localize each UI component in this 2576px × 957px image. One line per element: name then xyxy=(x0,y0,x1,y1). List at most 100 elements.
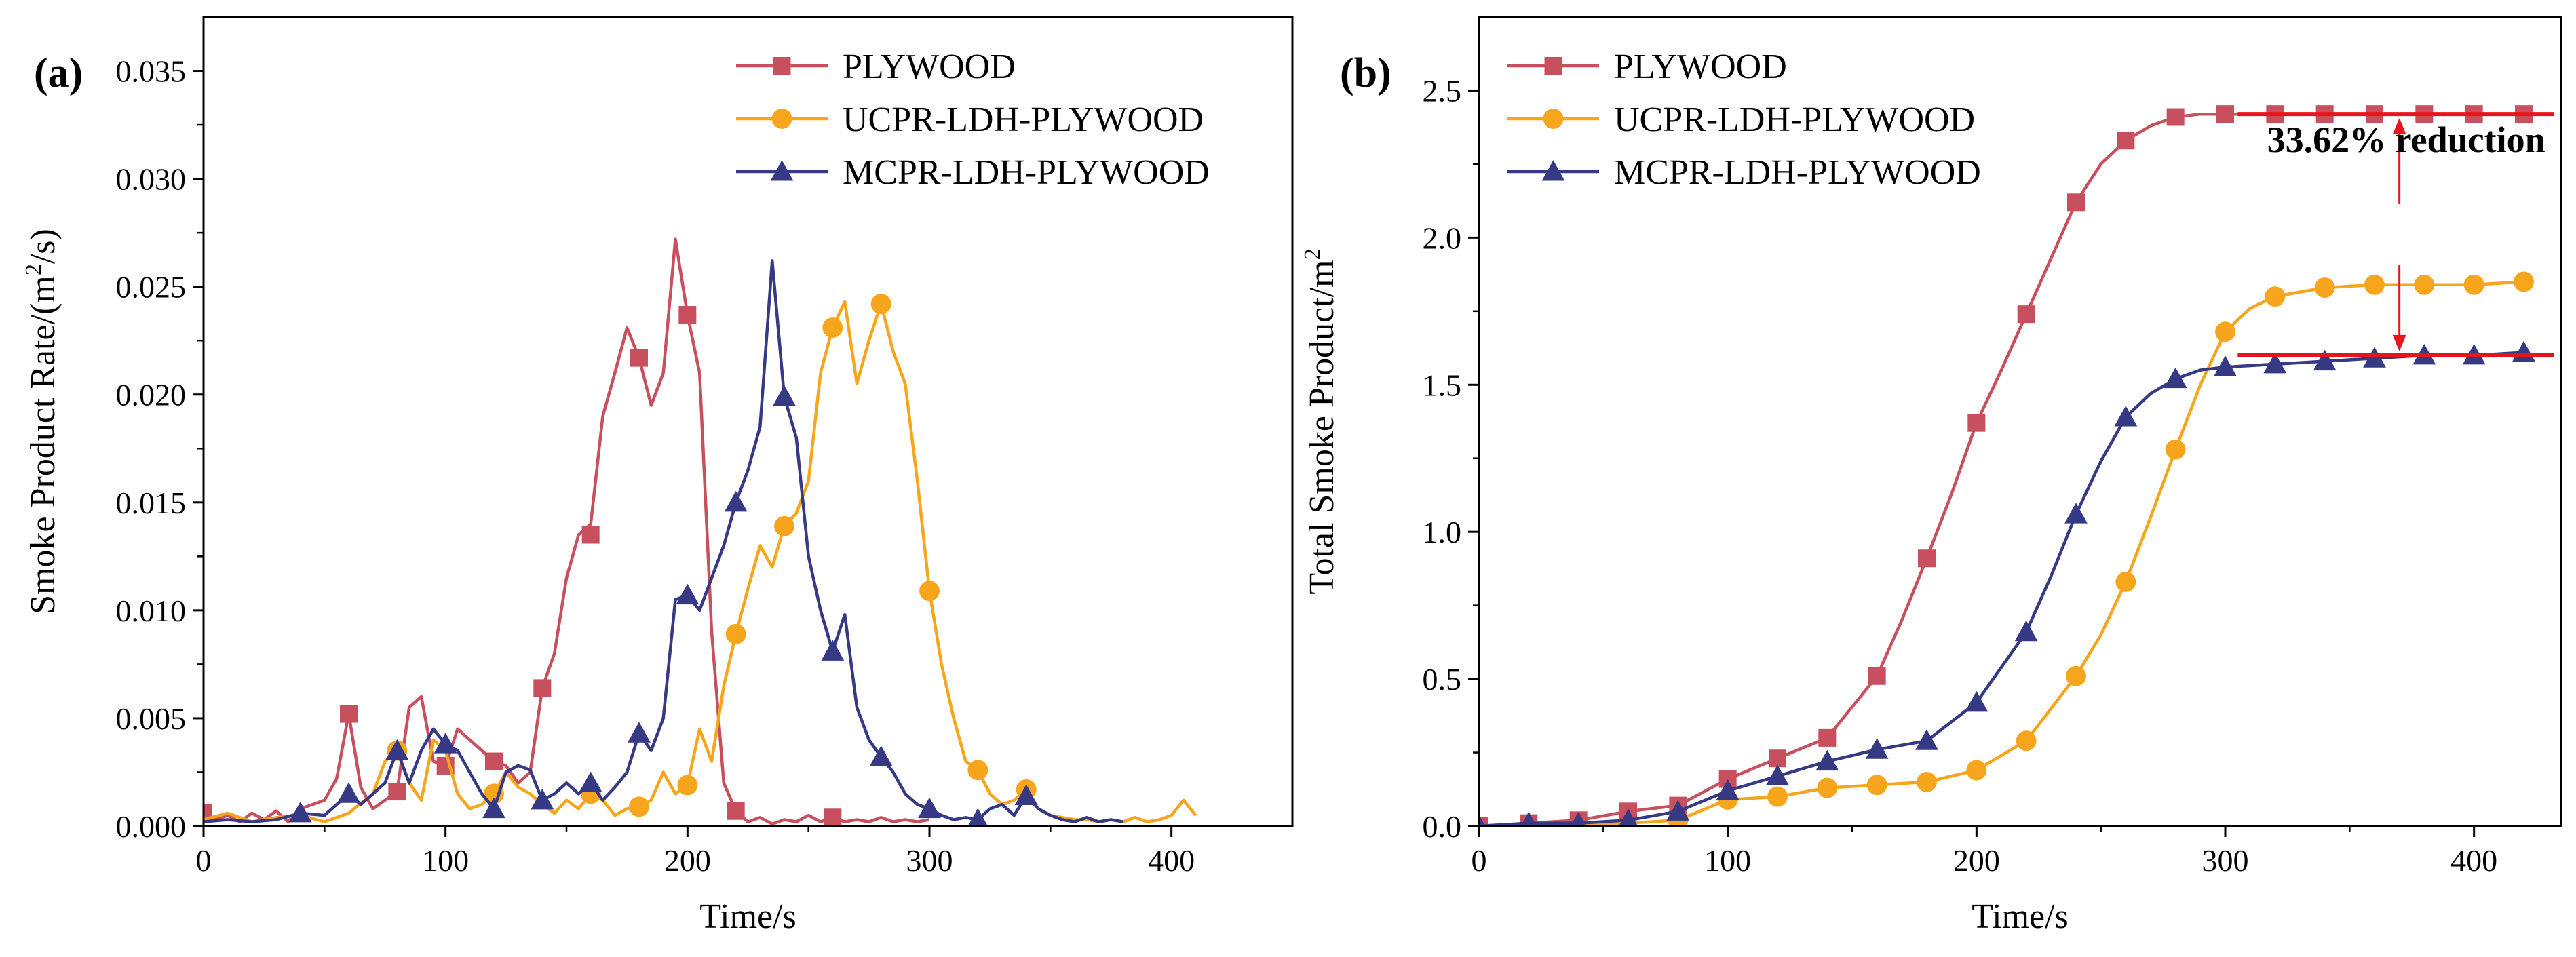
panel-a-legend-label-mcpr: MCPR-LDH-PLYWOOD xyxy=(843,153,1210,192)
panel-a-plywood-marker-80 xyxy=(388,783,406,801)
panel-a-y-axis-title-main: Smoke Product Rate/(m xyxy=(24,275,62,614)
panel-b-series-layer xyxy=(1479,105,2535,826)
reduction-annotation-label: 33.62% reduction xyxy=(2267,119,2545,160)
panel-a-y-tick-label: 0.025 xyxy=(116,270,187,305)
panel-b-ucpr-marker-220 xyxy=(2016,730,2037,751)
panel-a-mcpr-marker-160 xyxy=(579,771,602,792)
panel-b-legend-marker-mcpr xyxy=(1541,160,1565,181)
panel-a-mcpr-marker-340 xyxy=(1014,784,1038,805)
panel-b-x-tick-label-100: 100 xyxy=(1704,843,1751,878)
reduction-arrow-up-head xyxy=(2392,118,2406,135)
panel-a-x-tick-label-300: 300 xyxy=(906,843,953,878)
panel-a-series-line-mcpr xyxy=(204,259,1123,823)
panel-b-legend-label-plywood: PLYWOOD xyxy=(1614,47,1787,86)
panel-a-mcpr-marker-260 xyxy=(821,640,845,661)
panel-b-legend-marker-plywood xyxy=(1544,57,1562,75)
panel-b-legend-label-mcpr: MCPR-LDH-PLYWOOD xyxy=(1614,153,1981,192)
panel-a-plot-frame xyxy=(202,16,1294,827)
panel-b-mcpr-marker-80 xyxy=(1666,800,1690,821)
panel-b-plot-frame xyxy=(1478,16,2562,827)
panel-a-ucpr-marker-280 xyxy=(870,294,891,315)
panel-b-mcpr-marker-300 xyxy=(2214,355,2237,376)
panel-a-ucpr-marker-220 xyxy=(725,623,746,644)
panel-b-plywood-marker-160 xyxy=(1868,667,1886,685)
panel-b-y-axis-title-superscript: 2 xyxy=(1300,248,1325,260)
panel-a-ucpr-marker-320 xyxy=(967,760,988,781)
panel-b-mcpr-marker-260 xyxy=(2114,406,2138,427)
panel-a-mcpr-marker-180 xyxy=(628,722,651,743)
panel-b-ucpr-marker-260 xyxy=(2115,571,2136,592)
panel-b-ucpr-marker-140 xyxy=(1817,777,1838,798)
panel-a-mcpr-marker-220 xyxy=(724,490,748,512)
panel-b-mcpr-marker-20 xyxy=(1520,811,1537,826)
panel-a-series-line-plywood xyxy=(204,237,930,826)
panel-b-mcpr-marker-180 xyxy=(1915,729,1938,750)
panel-a-y-axis-title-superscript: 2 xyxy=(21,264,46,275)
panel-a-ucpr-marker-180 xyxy=(629,796,649,817)
panel-a-y-tick-label: 0.030 xyxy=(116,162,187,197)
panel-b-y-tick-label: 2.0 xyxy=(1423,220,1462,255)
panel-a-mcpr-marker-280 xyxy=(869,745,893,766)
panel-a-mcpr-marker-100 xyxy=(434,733,457,754)
panel-b-ucpr-marker-340 xyxy=(2314,277,2335,298)
panel-b-mcpr-marker-0 xyxy=(1479,815,1486,826)
panel-b-plywood-marker-140 xyxy=(1818,728,1837,747)
panel-b-x-tick-label-0: 0 xyxy=(1472,843,1487,878)
panel-b-mcpr-marker-240 xyxy=(2064,503,2088,524)
panel-b-y-tick-label: 0.0 xyxy=(1423,809,1462,844)
panel-a-ucpr-marker-200 xyxy=(677,775,698,796)
panel-a-legend-marker-ucpr xyxy=(771,109,792,129)
panel-a-plywood-marker-260 xyxy=(824,808,842,826)
panel-a-y-axis-title-end: /s) xyxy=(24,229,62,264)
panel-a-plywood-marker-60 xyxy=(340,705,358,723)
panel-b-ucpr-marker-420 xyxy=(2514,271,2534,292)
panel-a-y-tick-label: 0.020 xyxy=(116,378,187,412)
panel-a-plywood-marker-160 xyxy=(581,526,600,544)
panel-a-label: (a) xyxy=(34,50,83,96)
panel-a-y-tick-label: 0.000 xyxy=(116,809,187,844)
panel-a-legend: PLYWOOD UCPR-LDH-PLYWOOD MCPR-LDH-PLYWOOD xyxy=(736,47,1210,192)
panel-a-legend-label-plywood: PLYWOOD xyxy=(843,47,1016,86)
panel-a-plywood-marker-120 xyxy=(485,752,503,770)
panel-b-y-tick-label: 0.5 xyxy=(1423,662,1462,697)
panel-b-x-axis-title: Time/s xyxy=(1972,897,2069,936)
panel-a-mcpr-marker-320 xyxy=(967,808,988,826)
panel-a-x-tick-label-400: 400 xyxy=(1148,843,1195,878)
panel-a-x-tick-label-200: 200 xyxy=(664,843,711,878)
panel-a-mcpr-marker-80 xyxy=(385,739,409,760)
panel-b-mcpr-marker-320 xyxy=(2263,353,2287,374)
panel-b-ucpr-marker-380 xyxy=(2414,274,2435,295)
panel-a-smoke-product-rate: 0 100 200 300 400 0.000 0.005 0.010 0.015 0.020 0.… xyxy=(21,16,1294,936)
panel-b-mcpr-marker-420 xyxy=(2512,340,2535,362)
panel-a-legend-marker-mcpr xyxy=(770,160,794,181)
panel-a-y-tick-label: 0.010 xyxy=(116,593,187,628)
panel-b-plywood-marker-300 xyxy=(2216,105,2234,123)
panel-a-x-tick-label-100: 100 xyxy=(422,843,469,878)
panel-b-series-line-plywood xyxy=(1479,112,2524,826)
panel-b-mcpr-marker-120 xyxy=(1766,764,1789,785)
panel-b-legend-marker-ucpr xyxy=(1543,109,1564,129)
panel-a-mcpr-marker-300 xyxy=(918,797,941,819)
panel-b-ucpr-marker-120 xyxy=(1767,786,1788,807)
panel-b-series-line-mcpr xyxy=(1479,351,2524,826)
panel-b-ucpr-marker-240 xyxy=(2066,665,2086,686)
panel-b-x-tick-label-200: 200 xyxy=(1953,843,2000,878)
panel-b-mcpr-marker-340 xyxy=(2313,349,2337,371)
panel-a-mcpr-marker-240 xyxy=(773,385,796,406)
panel-a-series-layer xyxy=(204,237,1197,826)
panel-b-ucpr-marker-400 xyxy=(2463,274,2484,295)
panel-b-plywood-marker-200 xyxy=(1967,414,1986,432)
panel-b-ucpr-marker-280 xyxy=(2165,439,2186,460)
panel-b-mcpr-marker-100 xyxy=(1716,779,1739,800)
panel-b-ucpr-marker-180 xyxy=(1917,771,1937,792)
panel-a-plywood-marker-140 xyxy=(533,679,552,697)
panel-b-y-axis-title-main: Total Smoke Product/m xyxy=(1303,260,1341,594)
panel-a-y-tick-label: 0.015 xyxy=(116,486,187,520)
panel-b-x-tick-label-300: 300 xyxy=(2202,843,2249,878)
panel-b-plywood-marker-260 xyxy=(2117,132,2135,150)
panel-a-legend-marker-plywood xyxy=(773,57,791,75)
panel-a-ucpr-marker-260 xyxy=(822,317,843,338)
panel-a-mcpr-marker-140 xyxy=(531,788,554,810)
panel-a-ucpr-marker-300 xyxy=(919,581,940,602)
